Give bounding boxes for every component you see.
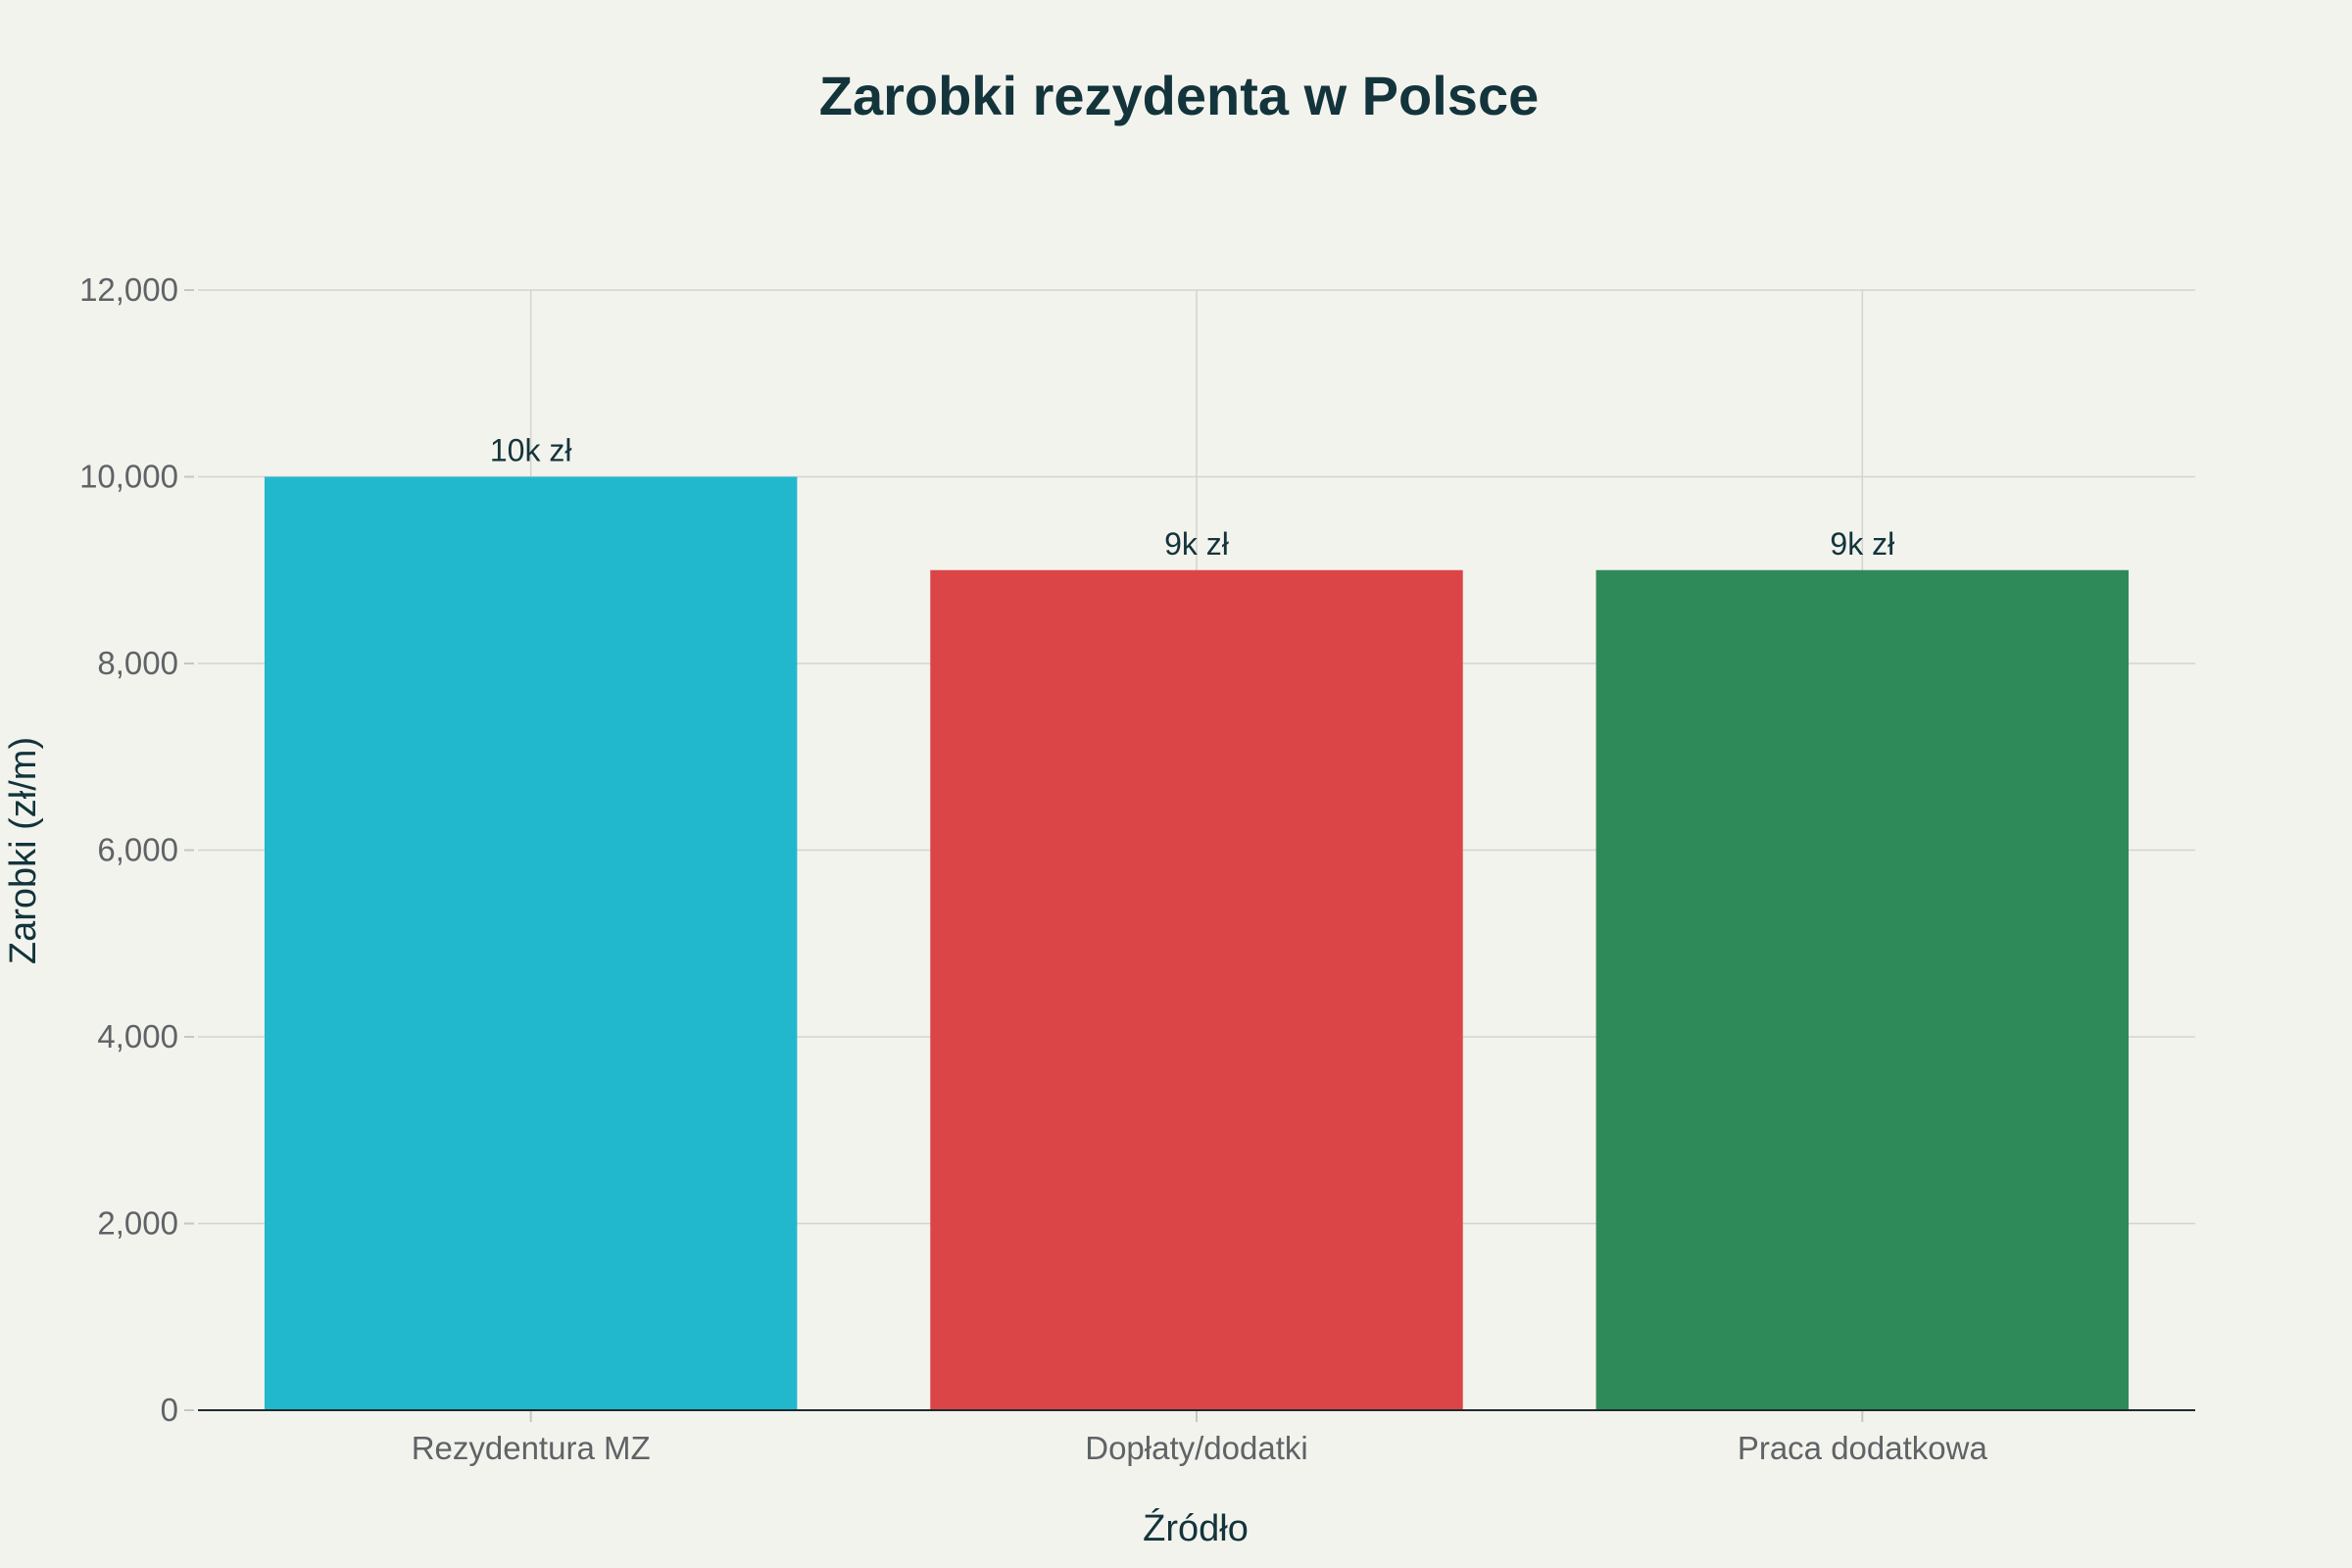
y-tick-label: 2,000 [97,1205,178,1242]
y-tick-label: 6,000 [97,832,178,868]
bar [930,569,1463,1410]
y-tick-label: 0 [161,1392,178,1428]
y-tick-label: 8,000 [97,645,178,681]
x-tick-label: Dopłaty/dodatki [1085,1430,1307,1466]
y-tick-label: 10,000 [79,459,178,495]
chart-title: Zarobki rezydenta w Polsce [819,65,1539,126]
bar-layer [264,476,2130,1410]
data-label: 10k zł [490,433,572,468]
bar [264,476,798,1410]
data-label: 9k zł [1164,526,1229,562]
bar [1595,569,2130,1410]
x-tick-label: Rezydentura MZ [412,1430,651,1466]
axis-layer [184,289,2195,1422]
y-tick-label: 4,000 [97,1018,178,1054]
y-tick-label: 12,000 [79,271,178,308]
x-axis-title: Źródło [1143,1507,1249,1549]
y-axis-title: Zarobki (zł/m) [3,737,44,964]
x-tick-label: Praca dodatkowa [1738,1430,1988,1466]
label-layer: 0 2,000 4,000 6,000 8,000 10,000 12,000 10k zł R… [79,271,1987,1466]
data-label: 9k zł [1830,526,1894,562]
